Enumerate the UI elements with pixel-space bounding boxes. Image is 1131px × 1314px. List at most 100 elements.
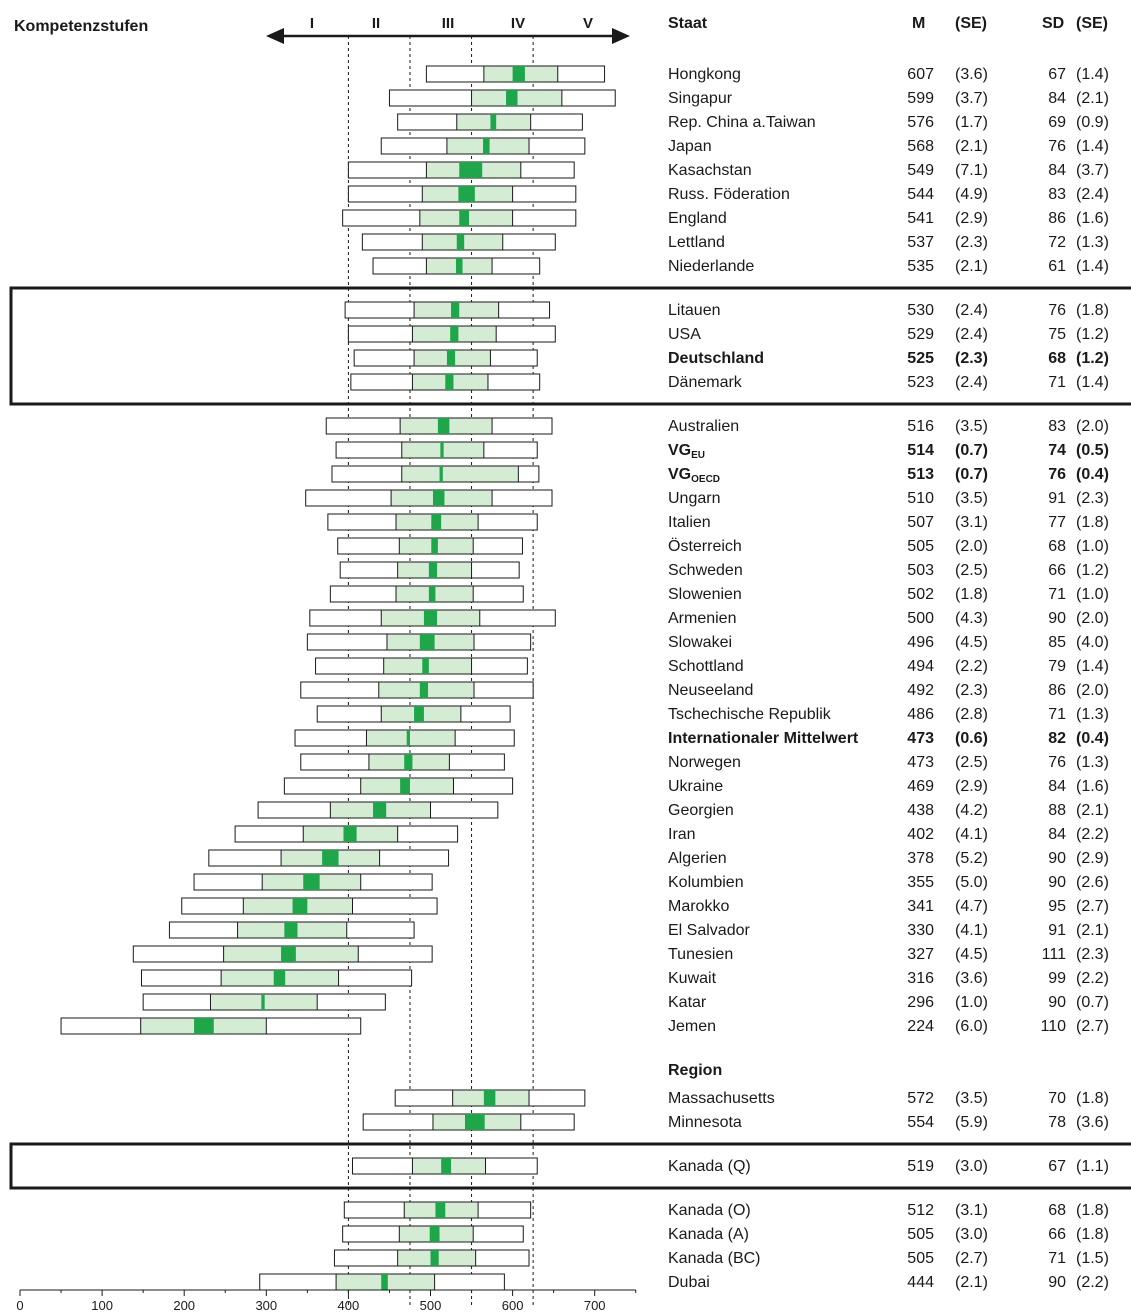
sd-se-value: (2.2): [1076, 970, 1109, 987]
sd-se-value: (1.1): [1076, 1158, 1109, 1175]
sd-se-value: (1.6): [1076, 778, 1109, 795]
sd-se-value: (1.8): [1076, 302, 1109, 319]
row-ungarn: Ungarn 510 (3.5) 91 (2.3): [305, 489, 1109, 507]
country-name: Georgien: [668, 802, 734, 819]
x-axis: 0 100 200 300 400 500 600 700: [16, 1289, 637, 1313]
sd-value: 79: [1048, 658, 1066, 675]
mean-value: 599: [907, 90, 934, 107]
row-deutschland: Deutschland 525 (2.3) 68 (1.2): [353, 349, 1109, 367]
mean-se-value: (3.5): [955, 418, 988, 435]
x-tick-label: 200: [173, 1298, 195, 1313]
sd-se-value: (1.4): [1076, 658, 1109, 675]
mean-value: 494: [907, 658, 934, 675]
sd-value: 71: [1048, 1250, 1066, 1267]
percentile-25-75-box: [365, 729, 456, 747]
column-header-sd: SD: [1042, 15, 1064, 32]
row-dubai: Dubai 444 (2.1) 90 (2.2): [259, 1273, 1109, 1291]
mean-se-value: (4.3): [955, 610, 988, 627]
sd-value: 95: [1048, 898, 1066, 915]
mean-se-value: (2.3): [955, 682, 988, 699]
sd-value: 83: [1048, 186, 1066, 203]
x-tick-label: 700: [584, 1298, 606, 1313]
x-tick-label: 600: [502, 1298, 524, 1313]
mean-se-value: (3.0): [955, 1158, 988, 1175]
mean-se-value: (1.7): [955, 114, 988, 131]
mean-value: 537: [907, 234, 934, 251]
mean-se-value: (4.1): [955, 922, 988, 939]
mean-value: 530: [907, 302, 934, 319]
sd-se-value: (2.0): [1076, 682, 1109, 699]
mean-se-value: (4.5): [955, 634, 988, 651]
mean-confidence-interval: [432, 490, 445, 506]
sd-value: 90: [1048, 1274, 1066, 1291]
mean-value: 296: [907, 994, 934, 1011]
mean-confidence-interval: [483, 1090, 496, 1106]
mean-value: 529: [907, 326, 934, 343]
sd-se-value: (0.5): [1076, 442, 1109, 459]
sd-value: 86: [1048, 682, 1066, 699]
mean-confidence-interval: [431, 538, 438, 554]
mean-se-value: (0.7): [955, 466, 988, 483]
sd-value: 110: [1040, 1018, 1066, 1035]
row-russ-foderation: Russ. Föderation 544 (4.9) 83 (2.4): [347, 185, 1109, 203]
country-name: Internationaler Mittelwert: [668, 730, 859, 747]
highlight-frame: [9, 1142, 1131, 1190]
sd-value: 68: [1048, 350, 1066, 367]
sd-se-value: (0.7): [1076, 994, 1109, 1011]
mean-se-value: (4.2): [955, 802, 988, 819]
sd-value: 67: [1048, 1158, 1066, 1175]
mean-se-value: (2.1): [955, 138, 988, 155]
row-australien: Australien 516 (3.5) 83 (2.0): [325, 417, 1109, 435]
sd-value: 66: [1048, 1226, 1066, 1243]
mean-confidence-interval: [459, 162, 483, 178]
region-heading: Region: [668, 1062, 722, 1079]
sd-se-value: (1.8): [1076, 514, 1109, 531]
sd-se-value: (1.4): [1076, 66, 1109, 83]
sd-se-value: (1.2): [1076, 326, 1109, 343]
mean-value: 496: [907, 634, 934, 651]
mean-confidence-interval: [464, 1114, 485, 1130]
mean-value: 568: [907, 138, 934, 155]
row-kolumbien: Kolumbien 355 (5.0) 90 (2.6): [193, 873, 1109, 891]
mean-confidence-interval: [458, 186, 475, 202]
sd-value: 90: [1048, 994, 1066, 1011]
country-name: Slowenien: [668, 586, 742, 603]
group-frames: [9, 286, 1131, 1190]
mean-se-value: (2.3): [955, 350, 988, 367]
country-name: Minnesota: [668, 1114, 742, 1131]
sd-value: 70: [1048, 1090, 1066, 1107]
mean-confidence-interval: [322, 850, 339, 866]
arrow-head-left: [266, 28, 284, 44]
arrow-head-right: [612, 28, 630, 44]
mean-value: 510: [907, 490, 934, 507]
mean-confidence-interval: [400, 778, 410, 794]
mean-value: 554: [907, 1114, 934, 1131]
mean-confidence-interval: [284, 922, 298, 938]
mean-value: 224: [907, 1018, 934, 1035]
sd-se-value: (1.5): [1076, 1250, 1109, 1267]
country-name: Japan: [668, 138, 712, 155]
row-schweden: Schweden 503 (2.5) 66 (1.2): [339, 561, 1109, 579]
row-armenien: Armenien 500 (4.3) 90 (2.0): [309, 609, 1109, 627]
mean-confidence-interval: [419, 634, 435, 650]
mean-se-value: (0.7): [955, 442, 988, 459]
row-kuwait: Kuwait 316 (3.6) 99 (2.2): [141, 969, 1109, 987]
mean-confidence-interval: [455, 258, 463, 274]
row-minnesota: Minnesota 554 (5.9) 78 (3.6): [362, 1113, 1109, 1131]
sd-se-value: (0.9): [1076, 114, 1109, 131]
sd-se-value: (2.3): [1076, 490, 1109, 507]
row-marokko: Marokko 341 (4.7) 95 (2.7): [181, 897, 1109, 915]
country-name: Tunesien: [668, 946, 733, 963]
mean-value: 514: [907, 442, 934, 459]
mean-confidence-interval: [440, 442, 444, 458]
level-label-II: II: [372, 15, 380, 32]
country-name: Katar: [668, 994, 707, 1011]
sd-value: 90: [1048, 850, 1066, 867]
mean-value: 505: [907, 1250, 934, 1267]
mean-confidence-interval: [292, 898, 308, 914]
sd-value: 91: [1048, 922, 1066, 939]
row-algerien: Algerien 378 (5.2) 90 (2.9): [208, 849, 1109, 867]
row-slowakei: Slowakei 496 (4.5) 85 (4.0): [306, 633, 1109, 651]
country-name: Italien: [668, 514, 711, 531]
